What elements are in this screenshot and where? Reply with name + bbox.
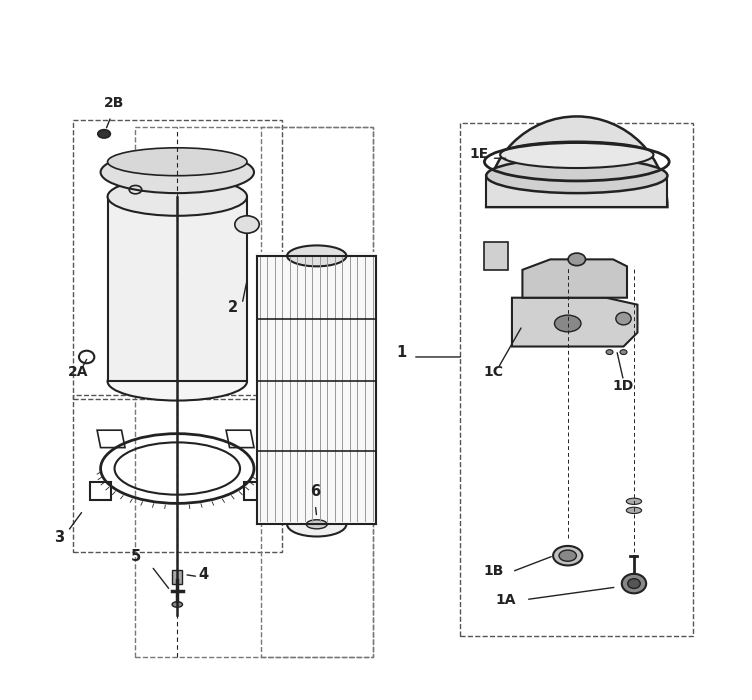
Ellipse shape: [622, 574, 646, 594]
Ellipse shape: [553, 546, 582, 566]
Ellipse shape: [559, 550, 577, 561]
Ellipse shape: [287, 512, 347, 536]
Text: 1E: 1E: [469, 147, 489, 161]
Polygon shape: [523, 260, 627, 298]
Ellipse shape: [108, 362, 247, 400]
Ellipse shape: [626, 508, 641, 514]
Polygon shape: [486, 176, 668, 207]
Text: 1: 1: [396, 345, 406, 360]
Text: 2: 2: [228, 300, 238, 315]
Ellipse shape: [616, 312, 631, 325]
Text: 1C: 1C: [483, 365, 503, 379]
Ellipse shape: [606, 350, 613, 354]
Text: 6: 6: [311, 484, 320, 499]
Text: 3: 3: [53, 530, 64, 545]
Text: 2B: 2B: [105, 97, 125, 111]
Polygon shape: [108, 197, 247, 382]
Ellipse shape: [235, 216, 259, 233]
Ellipse shape: [628, 579, 640, 589]
Ellipse shape: [620, 350, 627, 354]
Ellipse shape: [101, 151, 254, 193]
Ellipse shape: [287, 246, 347, 266]
Ellipse shape: [108, 177, 247, 216]
Ellipse shape: [486, 158, 668, 193]
Ellipse shape: [500, 141, 653, 168]
Ellipse shape: [626, 498, 641, 505]
Ellipse shape: [172, 602, 183, 608]
Ellipse shape: [568, 253, 586, 265]
Polygon shape: [172, 570, 182, 584]
Polygon shape: [512, 298, 638, 346]
Polygon shape: [484, 242, 508, 270]
Wedge shape: [486, 116, 668, 207]
Text: 4: 4: [199, 567, 209, 582]
Ellipse shape: [554, 315, 581, 332]
Polygon shape: [257, 253, 376, 524]
Text: 1B: 1B: [483, 564, 503, 578]
Ellipse shape: [306, 520, 327, 528]
Text: 1A: 1A: [496, 594, 516, 608]
Ellipse shape: [98, 130, 111, 138]
Text: 1D: 1D: [613, 379, 634, 393]
Text: 5: 5: [130, 550, 141, 564]
Ellipse shape: [108, 148, 247, 176]
Text: 2A: 2A: [68, 365, 89, 379]
